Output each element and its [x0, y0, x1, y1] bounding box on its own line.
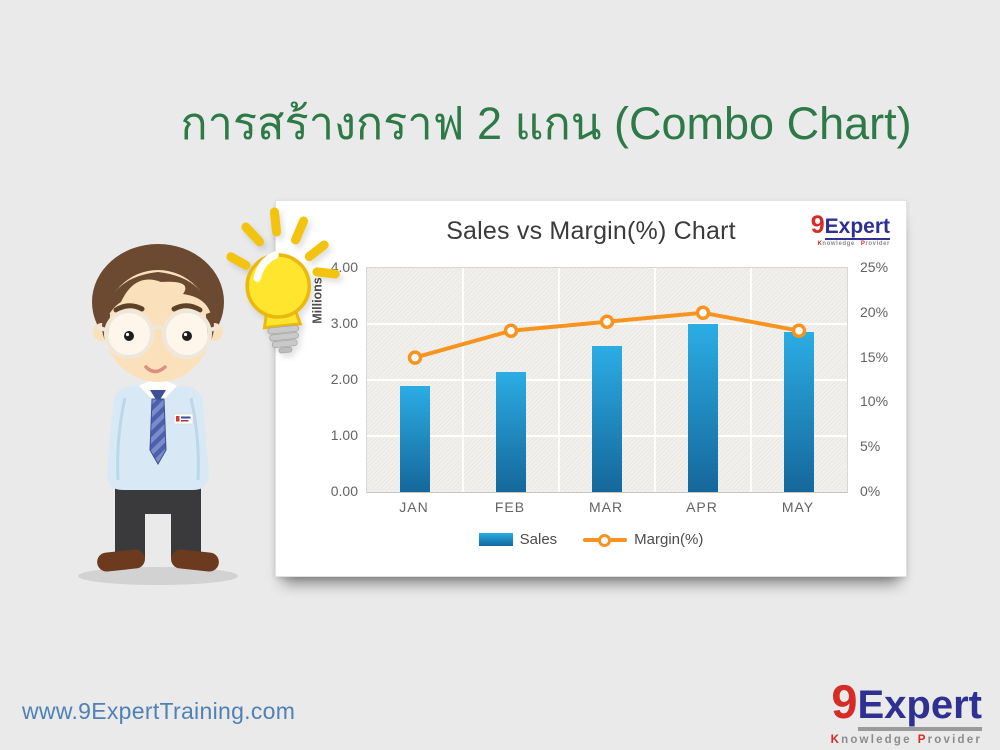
line-marker	[791, 323, 807, 338]
category-label: MAY	[781, 499, 815, 515]
bar-mar	[592, 346, 622, 492]
tagline-p: P	[860, 241, 866, 247]
tagline-k: K	[817, 241, 823, 247]
tie	[149, 390, 167, 466]
left-axis-tick: 0.00	[330, 483, 358, 499]
nine-expert-logo-small: 9 Expert Knowledge Provider	[811, 213, 890, 247]
logo-9: 9	[831, 675, 858, 728]
shirt-badge	[173, 413, 194, 425]
bulb-glass	[245, 251, 311, 330]
left-axis-tick: 1.00	[330, 427, 358, 443]
gridline-vertical	[750, 268, 752, 492]
chart-title: Sales vs Margin(%) Chart	[446, 217, 736, 245]
bar-jan	[400, 385, 430, 492]
gridline-vertical	[462, 268, 464, 492]
category-axis: JAN FEB MAR APR MAY	[366, 499, 846, 515]
tagline-rovider: rovider	[927, 734, 982, 746]
margin-line-series	[407, 305, 807, 365]
shoes	[97, 549, 219, 572]
left-axis-tick: 3.00	[330, 315, 358, 331]
right-axis-tick: 20%	[860, 303, 889, 320]
legend-item-margin: Margin(%)	[583, 531, 703, 548]
legend-sales-label: Sales	[519, 531, 558, 548]
smile	[144, 365, 167, 374]
bulb-rays	[226, 207, 340, 279]
sales-swatch-icon	[478, 533, 513, 546]
gridline-vertical	[654, 268, 656, 492]
line-marker	[599, 314, 615, 330]
tagline-nowledge: nowledge	[841, 734, 912, 746]
tagline-rovider: rovider	[865, 241, 890, 247]
legend-margin-label: Margin(%)	[634, 531, 704, 548]
bulb-base	[267, 324, 300, 354]
ground-shadow	[78, 567, 238, 585]
category-label: FEB	[494, 499, 526, 515]
idea-lightbulb-icon	[226, 207, 340, 354]
logo-9: 9	[810, 211, 825, 239]
cartoon-man-figure	[78, 244, 238, 585]
legend-item-sales: Sales	[478, 531, 558, 548]
tagline-nowledge: nowledge	[822, 241, 855, 247]
logo-tagline: Knowledge Provider	[831, 734, 982, 746]
right-axis-tick: 10%	[860, 393, 889, 410]
right-axis-tick: 15%	[860, 348, 889, 365]
slide-title: การสร้างกราฟ 2 แกน (Combo Chart)	[180, 98, 912, 149]
tagline-k: K	[830, 734, 842, 746]
chart-legend: Sales Margin(%)	[276, 531, 906, 548]
line-marker	[503, 323, 519, 338]
line-marker	[407, 350, 423, 365]
logo-expert: Expert	[857, 685, 982, 731]
gridline-vertical	[558, 268, 560, 492]
bar-may	[784, 332, 814, 492]
hair-fringe	[104, 272, 212, 324]
category-label: APR	[686, 499, 718, 515]
bar-feb	[496, 371, 526, 492]
right-axis-tick: 5%	[860, 438, 881, 455]
category-label: JAN	[399, 499, 429, 515]
logo-tagline: Knowledge Provider	[811, 241, 890, 247]
tagline-p: P	[917, 734, 928, 746]
right-axis-tick: 0%	[860, 483, 881, 499]
chart-card: Sales vs Margin(%) Chart 9 Expert Knowled…	[275, 200, 907, 577]
margin-line-swatch-icon	[583, 533, 628, 547]
nine-expert-logo-large: 9 Expert Knowledge Provider	[831, 678, 982, 746]
eyebrows	[113, 303, 203, 313]
left-axis-tick: 2.00	[330, 371, 358, 387]
footer-url: www.9ExpertTraining.com	[22, 698, 296, 724]
line-marker	[695, 305, 711, 321]
bar-apr	[688, 324, 718, 492]
category-label: MAR	[588, 499, 624, 515]
logo-expert: Expert	[824, 215, 890, 240]
plot-area	[366, 267, 848, 493]
right-axis-tick: 25%	[860, 259, 889, 275]
eyes	[124, 331, 192, 341]
